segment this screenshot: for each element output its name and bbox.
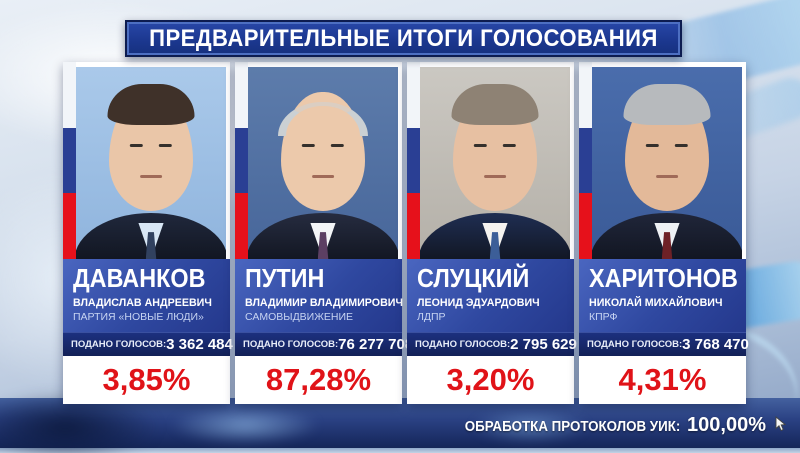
votes-label: ПОДАНО ГОЛОСОВ:	[415, 339, 511, 350]
flag-blue-segment	[407, 127, 420, 194]
percent-box: 4,31%	[579, 356, 746, 404]
russian-flag-stripe	[407, 62, 420, 260]
candidate-party: ПАРТИЯ «НОВЫЕ ЛЮДИ»	[73, 311, 204, 324]
votes-bar: ПОДАНО ГОЛОСОВ: 3 768 470	[579, 332, 749, 356]
candidate-card-kharitonov: ХАРИТОНОВ НИКОЛАЙ МИХАЙЛОВИЧ КПРФ ПОДАНО…	[579, 62, 749, 404]
votes-label: ПОДАНО ГОЛОСОВ:	[587, 339, 683, 350]
candidate-portrait	[592, 67, 742, 259]
votes-label: ПОДАНО ГОЛОСОВ:	[71, 339, 167, 350]
percent-box: 87,28%	[235, 356, 402, 404]
portrait-tie	[489, 232, 501, 259]
candidate-info: ПУТИН ВЛАДИМИР ВЛАДИМИРОВИЧ САМОВЫДВИЖЕН…	[235, 259, 403, 332]
candidate-info: ХАРИТОНОВ НИКОЛАЙ МИХАЙЛОВИЧ КПРФ	[579, 259, 746, 332]
candidate-party: КПРФ	[589, 311, 618, 324]
percent-value: 4,31%	[618, 362, 707, 397]
mouse-cursor	[775, 416, 787, 432]
candidate-party: ЛДПР	[417, 311, 446, 324]
candidate-portrait	[76, 67, 226, 259]
votes-bar: ПОДАНО ГОЛОСОВ: 2 795 629	[407, 332, 577, 356]
candidate-card-putin: ПУТИН ВЛАДИМИР ВЛАДИМИРОВИЧ САМОВЫДВИЖЕН…	[235, 62, 413, 404]
percent-box: 3,85%	[63, 356, 230, 404]
candidate-fullname: НИКОЛАЙ МИХАЙЛОВИЧ	[589, 297, 723, 310]
portrait-hair	[623, 84, 711, 125]
flag-red-segment	[63, 193, 76, 260]
protocols-status-label: ОБРАБОТКА ПРОТОКОЛОВ УИК:	[464, 419, 681, 435]
portrait-tie	[661, 232, 673, 259]
candidate-surname: ХАРИТОНОВ	[589, 263, 738, 293]
candidate-info: СЛУЦКИЙ ЛЕОНИД ЭДУАРДОВИЧ ЛДПР	[407, 259, 574, 332]
candidate-party: САМОВЫДВИЖЕНИЕ	[245, 311, 354, 324]
portrait-hair	[278, 101, 368, 137]
votes-label: ПОДАНО ГОЛОСОВ:	[243, 339, 339, 350]
candidate-fullname: ЛЕОНИД ЭДУАРДОВИЧ	[417, 297, 540, 310]
flag-blue-segment	[579, 127, 592, 194]
portrait-hair	[107, 84, 195, 125]
candidate-photo	[63, 62, 230, 260]
photo-frame	[420, 62, 574, 259]
percent-box: 3,20%	[407, 356, 574, 404]
flag-white-segment	[579, 62, 592, 128]
candidate-surname: ПУТИН	[245, 263, 325, 293]
candidate-card-davankov: ДАВАНКОВ ВЛАДИСЛАВ АНДРЕЕВИЧ ПАРТИЯ «НОВ…	[63, 62, 233, 404]
candidate-photo	[407, 62, 574, 260]
percent-value: 3,20%	[446, 362, 535, 397]
protocols-status: ОБРАБОТКА ПРОТОКОЛОВ УИК: 100,00%	[446, 414, 766, 437]
portrait-tie	[317, 232, 329, 259]
flag-white-segment	[235, 62, 248, 128]
photo-frame	[76, 62, 230, 259]
candidate-card-slutsky: СЛУЦКИЙ ЛЕОНИД ЭДУАРДОВИЧ ЛДПР ПОДАНО ГО…	[407, 62, 577, 404]
candidate-info: ДАВАНКОВ ВЛАДИСЛАВ АНДРЕЕВИЧ ПАРТИЯ «НОВ…	[63, 259, 230, 332]
votes-count: 2 795 629	[510, 336, 577, 353]
candidate-fullname: ВЛАДИМИР ВЛАДИМИРОВИЧ	[245, 297, 403, 310]
percent-value: 3,85%	[102, 362, 191, 397]
russian-flag-stripe	[63, 62, 76, 260]
votes-count: 3 768 470	[682, 336, 749, 353]
percent-value: 87,28%	[265, 362, 372, 397]
candidate-surname: СЛУЦКИЙ	[417, 263, 530, 293]
candidate-portrait	[420, 67, 570, 259]
votes-bar: ПОДАНО ГОЛОСОВ: 76 277 708	[235, 332, 413, 356]
protocols-status-value: 100,00%	[687, 414, 766, 436]
candidate-fullname: ВЛАДИСЛАВ АНДРЕЕВИЧ	[73, 297, 212, 310]
background-blob	[170, 405, 320, 445]
candidate-portrait	[248, 67, 398, 259]
russian-flag-stripe	[579, 62, 592, 260]
title-banner: ПРЕДВАРИТЕЛЬНЫЕ ИТОГИ ГОЛОСОВАНИЯ	[125, 20, 682, 57]
candidate-surname: ДАВАНКОВ	[73, 263, 206, 293]
votes-count: 76 277 708	[338, 336, 414, 353]
candidate-photo	[579, 62, 746, 260]
photo-frame	[248, 62, 402, 259]
candidate-photo	[235, 62, 402, 260]
flag-white-segment	[63, 62, 76, 128]
flag-red-segment	[235, 193, 248, 260]
photo-frame	[592, 62, 746, 259]
page-title: ПРЕДВАРИТЕЛЬНЫЕ ИТОГИ ГОЛОСОВАНИЯ	[149, 24, 658, 52]
flag-red-segment	[579, 193, 592, 260]
flag-white-segment	[407, 62, 420, 128]
portrait-hair	[451, 84, 539, 125]
russian-flag-stripe	[235, 62, 248, 260]
votes-bar: ПОДАНО ГОЛОСОВ: 3 362 484	[63, 332, 233, 356]
votes-count: 3 362 484	[166, 336, 233, 353]
flag-red-segment	[407, 193, 420, 260]
flag-blue-segment	[63, 127, 76, 194]
flag-blue-segment	[235, 127, 248, 194]
